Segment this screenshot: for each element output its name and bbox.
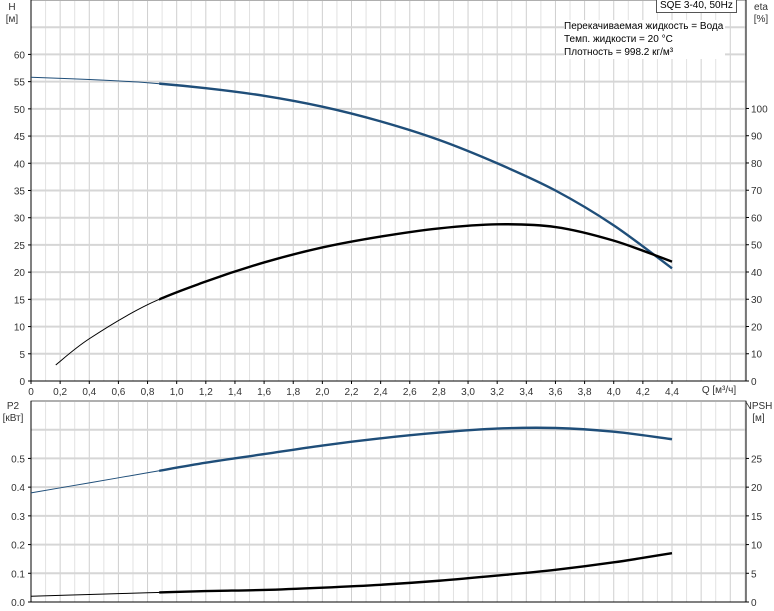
eta-axis-label: eta [%] <box>753 2 769 25</box>
x-tick-label: 4,4 <box>665 387 679 398</box>
y-tick-label-left: 35 <box>14 187 26 198</box>
y-tick-label-left: 60 <box>14 50 26 61</box>
y-tick-label-left: 5 <box>19 350 25 361</box>
y-tick-label-left: 0.2 <box>11 541 25 552</box>
x-tick-label: 3,2 <box>490 387 504 398</box>
x-tick-label: 0 <box>28 387 34 398</box>
eta-curve <box>159 223 673 301</box>
y-tick-label-right: 60 <box>751 213 763 224</box>
y-tick-label-left: 20 <box>14 268 26 279</box>
y-tick-label-left: 0 <box>19 377 25 388</box>
x-tick-label: 1,0 <box>170 387 184 398</box>
x-tick-label: 4,2 <box>636 387 650 398</box>
y-tick-label-left: 50 <box>14 105 26 116</box>
y-tick-label-right: 50 <box>751 241 763 252</box>
x-tick-label: 2,8 <box>432 387 446 398</box>
x-tick-label: 2,6 <box>403 387 417 398</box>
x-tick-label: 2,2 <box>345 387 359 398</box>
y-tick-label-right: 0 <box>751 377 757 388</box>
y-tick-label-right: 30 <box>751 295 763 306</box>
y-tick-label-left: 0.4 <box>11 483 25 494</box>
x-tick-label: 2,0 <box>315 387 329 398</box>
plot-frame <box>30 400 747 603</box>
y-tick-label-left: 25 <box>14 241 26 252</box>
x-tick-label: 3,8 <box>578 387 592 398</box>
npsh-curve <box>159 552 673 594</box>
y-tick-label-left: 40 <box>14 159 26 170</box>
y-tick-label-right: 40 <box>751 268 763 279</box>
info-temp: Темп. жидкости = 20 °C <box>564 34 673 45</box>
y-tick-label-left: 15 <box>14 295 26 306</box>
x-tick-label: 0,4 <box>82 387 96 398</box>
y-tick-label-left: 0.5 <box>11 454 25 465</box>
x-tick-label: 0,6 <box>111 387 125 398</box>
y-tick-label-right: 100 <box>751 104 768 115</box>
y-tick-label-right: 90 <box>751 132 763 143</box>
y-tick-label-right: 80 <box>751 159 763 170</box>
x-tick-label: 1,4 <box>228 387 242 398</box>
y-tick-label-left: 0.3 <box>11 512 25 523</box>
x-tick-label: 3,0 <box>461 387 475 398</box>
npsh-axis-label: NPSH [м] <box>744 401 773 424</box>
x-tick-label: 2,4 <box>374 387 388 398</box>
y-tick-label-right: 10 <box>751 350 763 361</box>
h-curve <box>159 82 673 270</box>
x-tick-label: 0,2 <box>53 387 67 398</box>
q-axis-label: Q [м³/ч] <box>701 385 737 396</box>
info-density: Плотность = 998.2 кг/м³ <box>564 47 674 58</box>
y-tick-label-left: 10 <box>14 323 26 334</box>
y-tick-label-right: 10 <box>751 541 763 552</box>
x-tick-label: 1,2 <box>199 387 213 398</box>
x-tick-label: 3,6 <box>549 387 563 398</box>
y-tick-label-right: 70 <box>751 186 763 197</box>
x-tick-label: 0,8 <box>141 387 155 398</box>
p2-axis-label: P2 [кВт] <box>2 401 24 424</box>
y-tick-label-right: 5 <box>751 569 757 580</box>
x-tick-label: 1,6 <box>257 387 271 398</box>
y-tick-label-left: 45 <box>14 132 26 143</box>
x-tick-label: 1,8 <box>286 387 300 398</box>
y-tick-label-left: 55 <box>14 78 26 89</box>
y-tick-label-left: 30 <box>14 214 26 225</box>
h-axis-label: H [м] <box>5 2 19 25</box>
y-tick-label-right: 20 <box>751 322 763 333</box>
info-fluid: Перекачиваемая жидкость = Вода <box>564 21 724 32</box>
chart-title: SQE 3-40, 50Hz <box>656 0 737 13</box>
y-tick-label-right: 20 <box>751 483 763 494</box>
p2-curve <box>159 426 673 472</box>
y-tick-label-left: 0.0 <box>11 598 25 609</box>
y-tick-label-right: 25 <box>751 454 763 465</box>
fluid-info: Перекачиваемая жидкость = Вода Темп. жид… <box>564 20 726 59</box>
y-tick-label-left: 0.1 <box>11 569 25 580</box>
y-tick-label-right: 0 <box>751 598 757 609</box>
y-tick-label-right: 15 <box>751 512 763 523</box>
x-tick-label: 4,0 <box>607 387 621 398</box>
x-tick-label: 3,4 <box>519 387 533 398</box>
